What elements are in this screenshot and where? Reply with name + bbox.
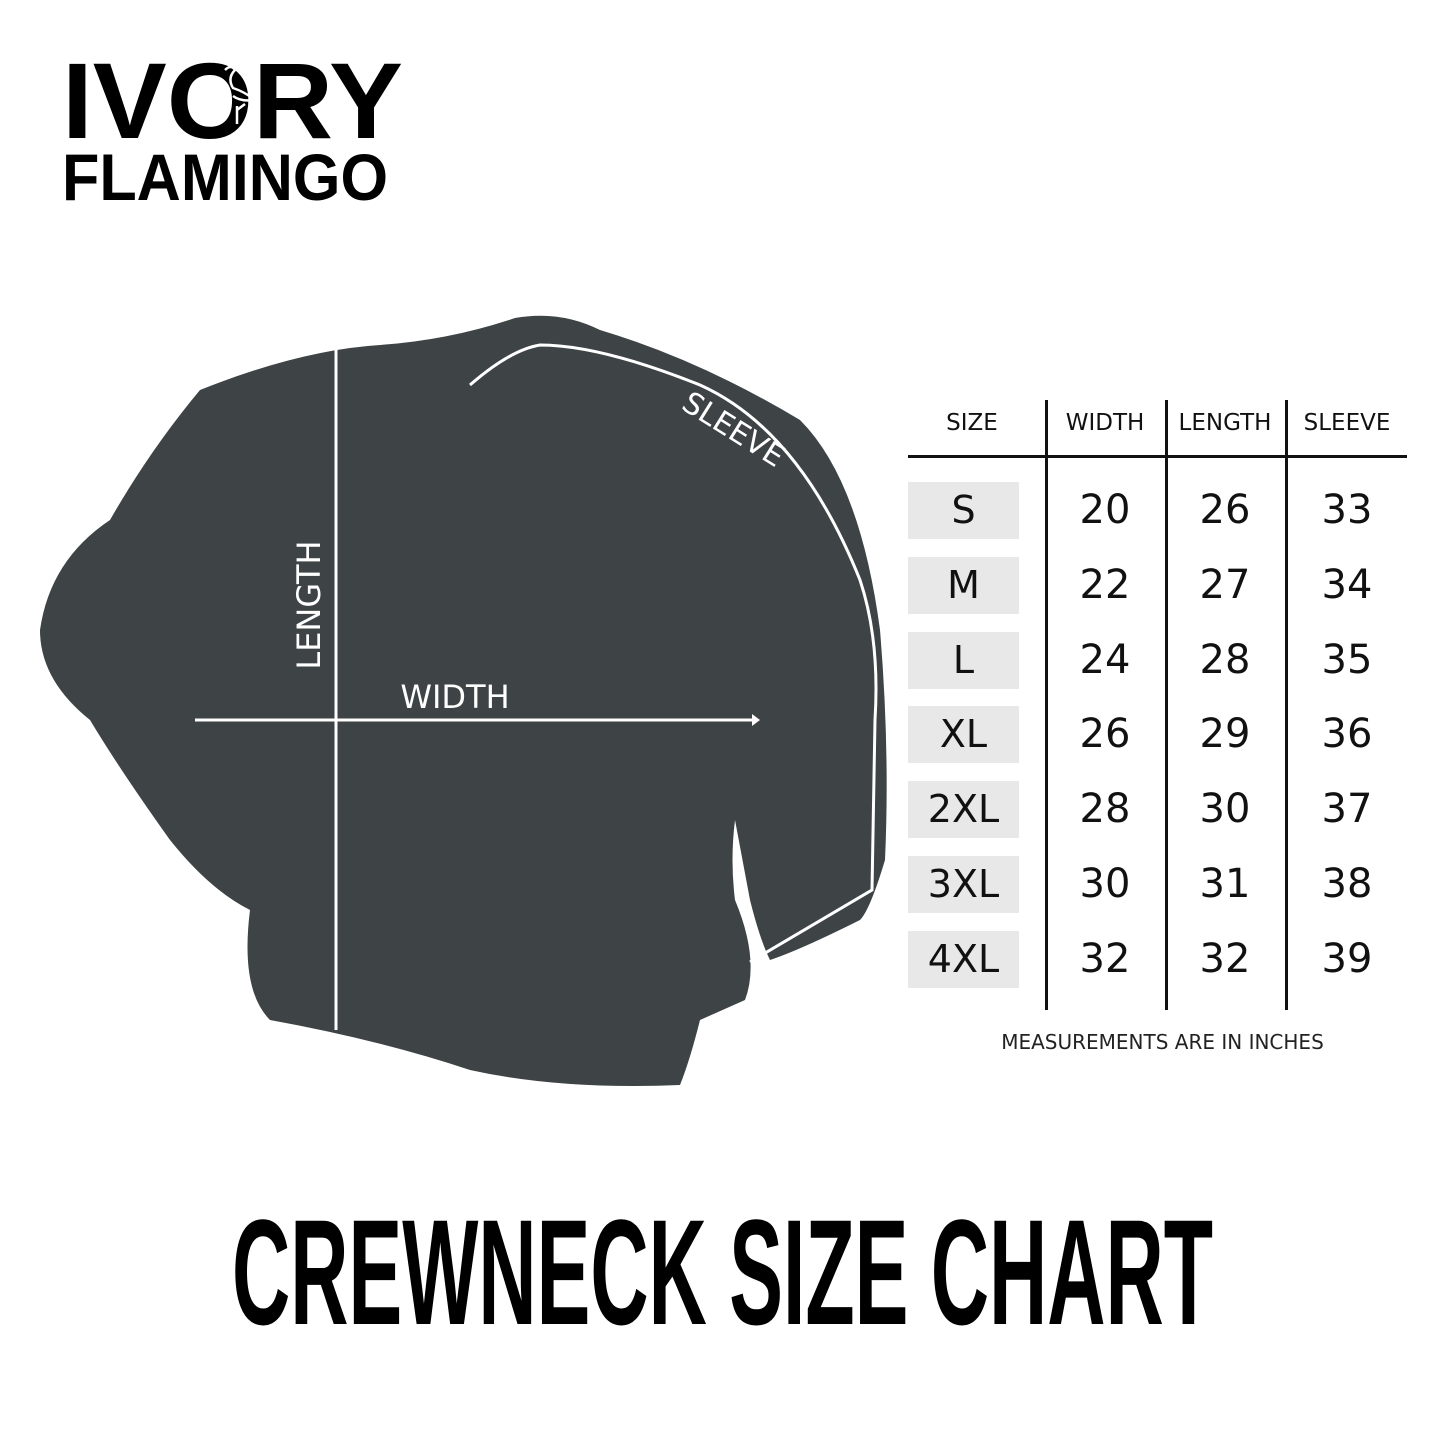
flamingo-icon (224, 65, 259, 124)
size-cell: L (908, 631, 1019, 689)
width-cell: 30 (1079, 861, 1131, 907)
sleeve-line (469, 343, 878, 964)
header-size: SIZE (946, 410, 998, 436)
width-cell: 28 (1079, 786, 1131, 833)
measurement-note: MEASUREMENTS ARE IN INCHES (1001, 1030, 1324, 1054)
sleeve-cell: 38 (1321, 861, 1373, 907)
sleeve-cell: 39 (1321, 935, 1373, 982)
width-cell: 32 (1079, 935, 1131, 982)
column-divider (1045, 400, 1048, 1010)
size-cell: S (908, 482, 1019, 539)
sleeve-cell: 36 (1321, 711, 1373, 758)
length-cell: 30 (1199, 786, 1251, 833)
size-cell: 4XL (908, 930, 1019, 988)
title-text: CREWNECK SIZE CHART (232, 1190, 1213, 1340)
size-cell: M (908, 556, 1019, 614)
size-cell: 2XL (908, 781, 1019, 839)
width-cell: 26 (1079, 711, 1131, 758)
column-divider (1285, 400, 1288, 1010)
logo-line2: FLAMINGO (62, 140, 388, 210)
length-cell: 32 (1199, 935, 1251, 982)
header-width: WIDTH (1065, 410, 1145, 436)
page-title: CREWNECK SIZE CHART (232, 1190, 1213, 1340)
sleeve-cell: 37 (1321, 786, 1373, 833)
size-cell: XL (908, 706, 1019, 764)
size-cell: 3XL (908, 856, 1019, 913)
length-cell: 29 (1199, 711, 1251, 758)
sleeve-cell: 33 (1321, 487, 1373, 533)
width-cell: 22 (1079, 561, 1131, 608)
length-cell: 31 (1199, 861, 1251, 907)
width-cell: 20 (1079, 487, 1131, 533)
brand-logo: IVORY FLAMINGO (62, 50, 403, 210)
width-label: WIDTH (400, 678, 509, 716)
sweatshirt-body (40, 315, 887, 1086)
sweatshirt-image: WIDTH LENGTH SLEEVE (40, 315, 887, 1086)
length-cell: 26 (1199, 487, 1251, 533)
width-cell: 24 (1079, 636, 1131, 683)
length-cell: 28 (1199, 636, 1251, 683)
header-sleeve: SLEEVE (1303, 410, 1391, 436)
column-divider (1165, 400, 1168, 1010)
sleeve-cell: 35 (1321, 636, 1373, 683)
length-label: LENGTH (290, 540, 328, 669)
header-length: LENGTH (1178, 410, 1272, 436)
header-divider (908, 455, 1407, 458)
sleeve-cell: 34 (1321, 561, 1373, 608)
length-cell: 27 (1199, 561, 1251, 608)
